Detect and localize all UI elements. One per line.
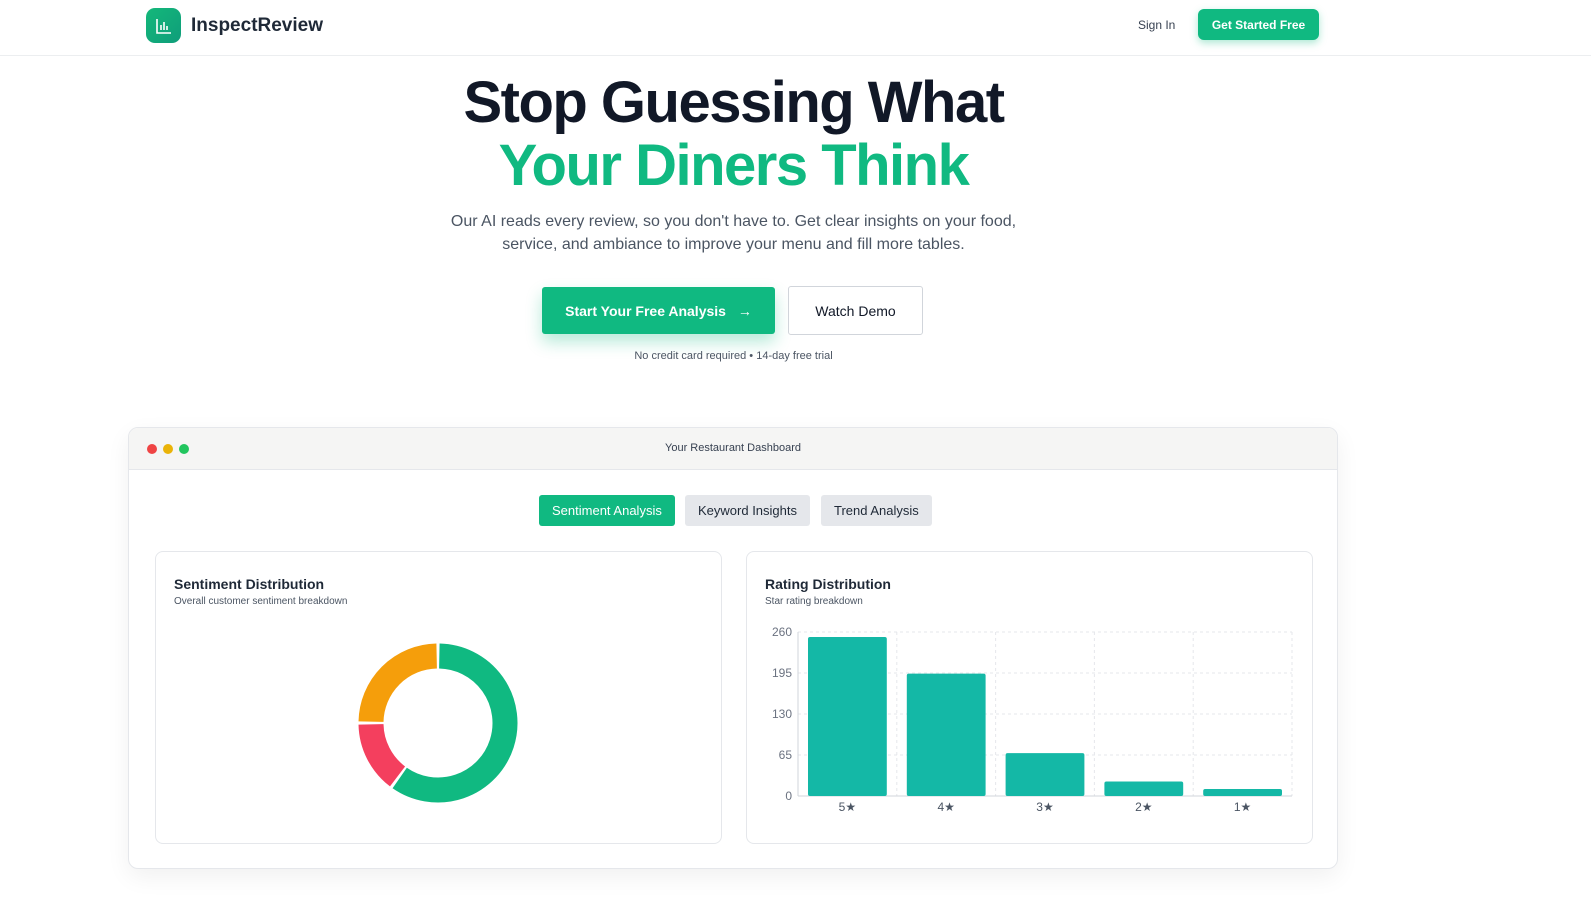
donut-chart: [358, 643, 518, 803]
top-nav: InspectReview Sign In Get Started Free: [0, 0, 1591, 56]
card-title: Sentiment Distribution: [174, 576, 325, 592]
donut-slice[interactable]: [358, 643, 438, 723]
maximize-dot-icon: [179, 444, 189, 454]
trial-note: No credit card required • 14-day free tr…: [634, 350, 833, 362]
card-subtitle: Star rating breakdown: [765, 596, 863, 607]
y-tick-label: 130: [772, 707, 792, 721]
sign-in-link[interactable]: Sign In: [1138, 18, 1176, 32]
bar[interactable]: [1005, 753, 1085, 796]
y-tick-label: 260: [772, 625, 792, 639]
rating-card: Rating Distribution Star rating breakdow…: [746, 551, 1313, 844]
x-tick-label: 4★: [937, 800, 954, 814]
bar[interactable]: [808, 637, 887, 796]
tab-sentiment-analysis[interactable]: Sentiment Analysis: [539, 495, 675, 526]
sentiment-card: Sentiment Distribution Overall customer …: [155, 551, 722, 844]
y-tick-label: 195: [772, 666, 792, 680]
cta-label: Start Your Free Analysis: [565, 302, 726, 319]
y-tick-label: 0: [785, 789, 792, 803]
bar-chart-icon: [146, 8, 181, 43]
y-tick-label: 65: [779, 748, 793, 762]
bar[interactable]: [906, 673, 986, 796]
tab-keyword-insights[interactable]: Keyword Insights: [685, 495, 810, 526]
donut-slice[interactable]: [358, 723, 406, 787]
brand-logo[interactable]: InspectReview: [146, 8, 323, 43]
card-subtitle: Overall customer sentiment breakdown: [174, 596, 348, 607]
bar[interactable]: [1104, 781, 1184, 796]
x-tick-label: 2★: [1135, 800, 1152, 814]
subtitle-line: Our AI reads every review, so you don't …: [450, 213, 1017, 230]
watch-demo-button[interactable]: Watch Demo: [788, 286, 923, 335]
hero-title-line1: Stop Guessing What: [463, 70, 1005, 135]
tab-trend-analysis[interactable]: Trend Analysis: [821, 495, 932, 526]
hero-title-line2: Your Diners Think: [498, 133, 970, 198]
dashboard-title: Your Restaurant Dashboard: [665, 442, 801, 454]
dashboard-preview: Your Restaurant Dashboard Sentiment Anal…: [128, 427, 1338, 869]
window-titlebar: Your Restaurant Dashboard: [129, 428, 1337, 470]
start-analysis-button[interactable]: Start Your Free Analysis →: [542, 287, 775, 334]
x-tick-label: 5★: [839, 800, 856, 814]
donut-slice[interactable]: [392, 643, 518, 803]
minimize-dot-icon: [163, 444, 173, 454]
bar-chart: 0 65 130 195 260 5★ 4★ 3★ 2★ 1★: [772, 625, 1293, 814]
get-started-button[interactable]: Get Started Free: [1198, 9, 1319, 40]
x-tick-label: 1★: [1234, 800, 1251, 814]
x-tick-label: 3★: [1036, 800, 1053, 814]
card-title: Rating Distribution: [765, 576, 891, 592]
subtitle-line: service, and ambiance to improve your me…: [502, 236, 965, 253]
bar[interactable]: [1203, 789, 1282, 796]
brand-name: InspectReview: [191, 14, 323, 36]
hero-subtitle: Our AI reads every review, so you don't …: [0, 210, 1467, 256]
arrow-right-icon: →: [737, 302, 752, 319]
close-dot-icon: [147, 444, 157, 454]
